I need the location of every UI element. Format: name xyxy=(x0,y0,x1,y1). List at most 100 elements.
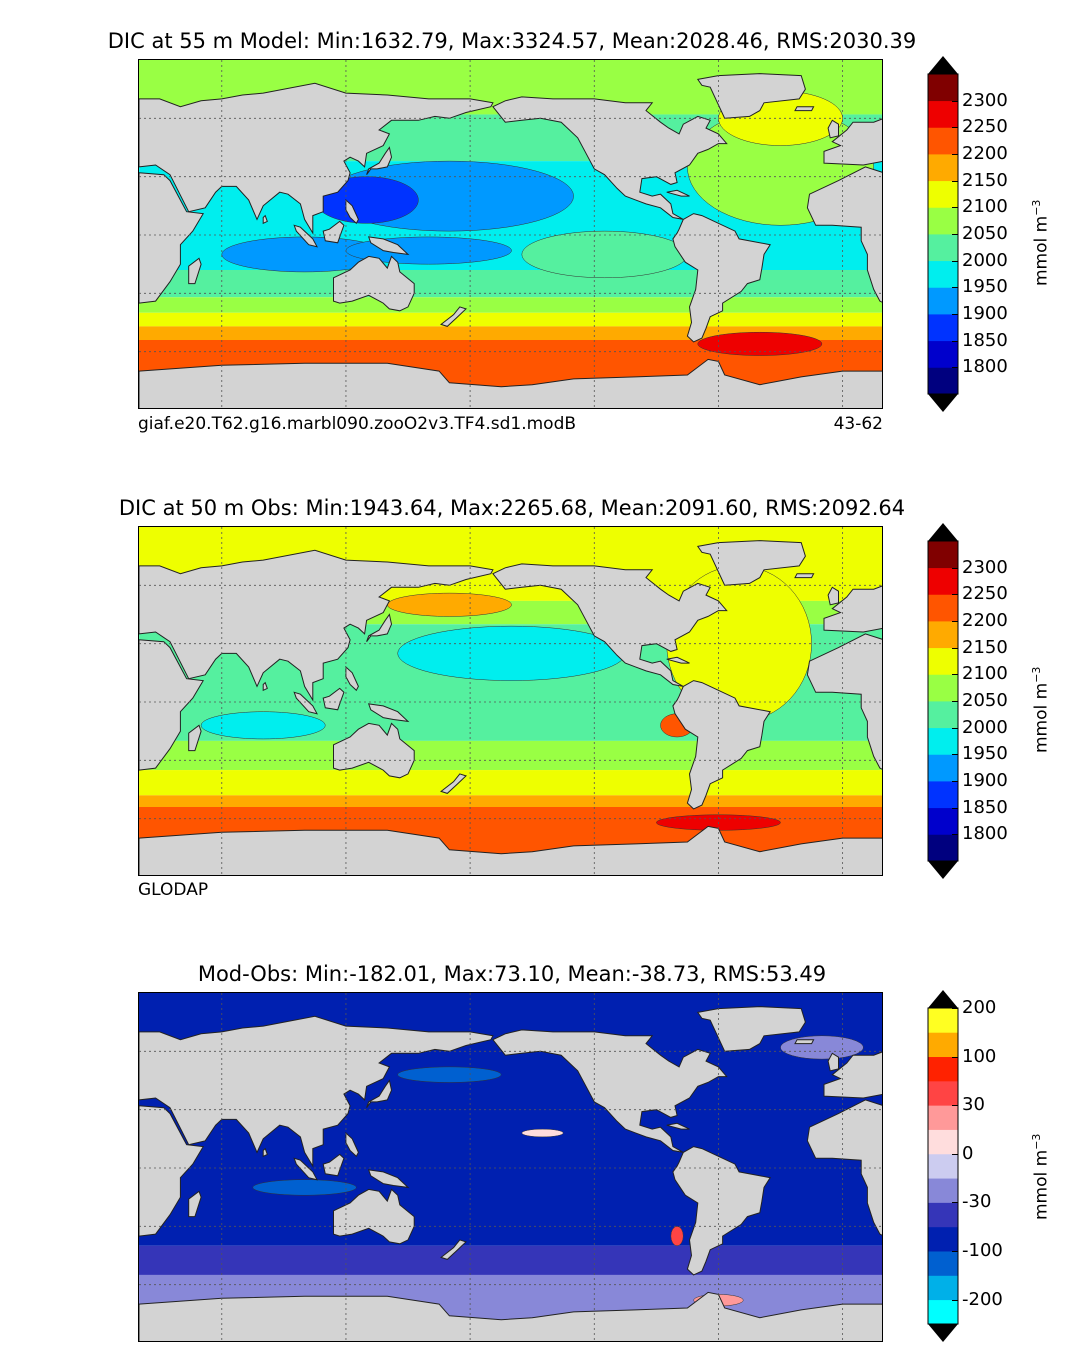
colorbar-tick-label: 1800 xyxy=(962,356,1008,378)
land-sam xyxy=(672,1146,772,1276)
colorbar-outline xyxy=(927,73,959,395)
caption-obs-source: GLODAP xyxy=(138,880,209,900)
units-label-obs: mmol m−3 xyxy=(1030,666,1052,753)
land-afr_west xyxy=(806,166,882,303)
land-cuba xyxy=(666,189,690,197)
land-nz xyxy=(440,773,467,794)
land-cuba xyxy=(666,1122,690,1130)
colorbar-tick-label: 2250 xyxy=(962,116,1008,138)
colorbar-extend-max xyxy=(928,990,958,1008)
colorbar-tick xyxy=(952,367,958,369)
chart-title-obs: DIC at 50 m Obs: Min:1943.64, Max:2265.6… xyxy=(118,496,906,520)
colorbar-obs xyxy=(927,523,959,879)
map-diff xyxy=(138,992,883,1342)
colorbar-tick-label: 0 xyxy=(962,1142,974,1164)
colorbar-tick-label: -100 xyxy=(962,1240,1003,1262)
land-afr_west xyxy=(806,633,882,770)
colorbar-segment xyxy=(928,1251,958,1276)
graticule xyxy=(139,527,882,875)
field-subtrop-s xyxy=(139,740,882,771)
colorbar-segment xyxy=(928,674,958,702)
colorbar-tick-label: 1950 xyxy=(962,276,1008,298)
colorbar-tick xyxy=(952,180,958,182)
chart-title-diff: Mod-Obs: Min:-182.01, Max:73.10, Mean:-3… xyxy=(197,962,827,986)
field-npac-gyre xyxy=(397,625,626,681)
map-obs-svg xyxy=(139,527,882,875)
colorbar-tick-label: 2000 xyxy=(962,716,1008,738)
colorbar-tick-label: 2000 xyxy=(962,249,1008,271)
land-madagascar xyxy=(188,724,202,752)
colorbar-segment xyxy=(928,541,958,569)
colorbar-tick xyxy=(952,234,958,235)
land-philippines xyxy=(345,1131,359,1158)
land-cuba xyxy=(666,656,690,664)
colorbar-segment xyxy=(928,1202,958,1228)
colorbar-segment xyxy=(928,701,958,729)
colorbar-tick-label: 1850 xyxy=(962,329,1008,351)
colorbar-segment xyxy=(928,1056,958,1082)
field-hawaii xyxy=(521,1128,564,1138)
field-band-40s xyxy=(139,770,882,796)
colorbar-outline xyxy=(927,1007,959,1325)
colorbar-tick-label: 2050 xyxy=(962,690,1008,711)
colorbar-segment xyxy=(928,340,958,368)
land-antarctica xyxy=(139,825,882,875)
land-nz xyxy=(440,1239,467,1260)
land-eurasia xyxy=(139,1015,494,1168)
land-eurasia xyxy=(139,82,494,235)
colorbar-diff-svg xyxy=(927,990,959,1342)
land-newguinea xyxy=(367,1169,410,1189)
colorbar-tick xyxy=(952,1202,958,1204)
colorbar-model-svg xyxy=(927,56,959,412)
colorbar-segment xyxy=(928,260,958,288)
colorbar-tick-label: 2050 xyxy=(962,223,1008,244)
caption-model-run: giaf.e20.T62.g16.marbl090.zooO2v3.TF4.sd… xyxy=(138,414,577,434)
land-philippines xyxy=(345,198,359,225)
land-nz xyxy=(440,306,467,327)
land-borneo xyxy=(322,1153,345,1177)
land-australia xyxy=(333,722,415,779)
colorbar-extend-max xyxy=(928,523,958,541)
colorbar-tick-label: 2100 xyxy=(962,196,1008,218)
field-nnatl xyxy=(780,1035,864,1060)
map-obs xyxy=(138,526,883,876)
colorbar-tick xyxy=(952,1251,958,1253)
land-sam xyxy=(672,213,772,343)
land-iceland xyxy=(794,573,815,579)
graticule xyxy=(139,60,882,408)
land-sumatra xyxy=(293,1157,318,1181)
land-srilanka xyxy=(262,214,268,225)
land-australia xyxy=(333,1188,415,1245)
units-label-model: mmol m−3 xyxy=(1030,199,1052,286)
map-model xyxy=(138,59,883,409)
map-diff-svg xyxy=(139,993,882,1341)
colorbar-extend-min xyxy=(928,1324,958,1342)
colorbar-tick xyxy=(952,647,958,649)
land-layer xyxy=(139,540,882,875)
land-japan xyxy=(366,613,393,642)
colorbar-segment xyxy=(928,1226,958,1252)
colorbar-segment xyxy=(928,1153,958,1179)
colorbar-extend-max xyxy=(928,56,958,74)
colorbar-diff xyxy=(927,990,959,1342)
colorbar-tick-label: 1900 xyxy=(962,770,1008,791)
land-antarctica xyxy=(139,1291,882,1341)
colorbar-segment xyxy=(928,834,958,862)
colorbar-tick xyxy=(952,260,958,262)
map-model-svg xyxy=(139,60,882,408)
colorbar-tick-label: 2250 xyxy=(962,583,1008,605)
colorbar-segment xyxy=(928,367,958,395)
colorbar-segment xyxy=(928,207,958,235)
land-philippines xyxy=(345,665,359,692)
units-label-diff: mmol m−3 xyxy=(1030,1133,1052,1220)
colorbar-segment xyxy=(928,74,958,102)
field-band-50s xyxy=(139,795,882,807)
colorbar-tick-label: 100 xyxy=(962,1045,997,1067)
colorbar-segment xyxy=(928,234,958,262)
colorbar-tick-label: -200 xyxy=(962,1288,1003,1310)
colorbar-tick xyxy=(952,340,958,342)
colorbar-tick xyxy=(952,754,958,756)
land-greenland xyxy=(696,540,806,586)
colorbar-segment xyxy=(928,100,958,128)
land-madagascar xyxy=(188,257,202,285)
